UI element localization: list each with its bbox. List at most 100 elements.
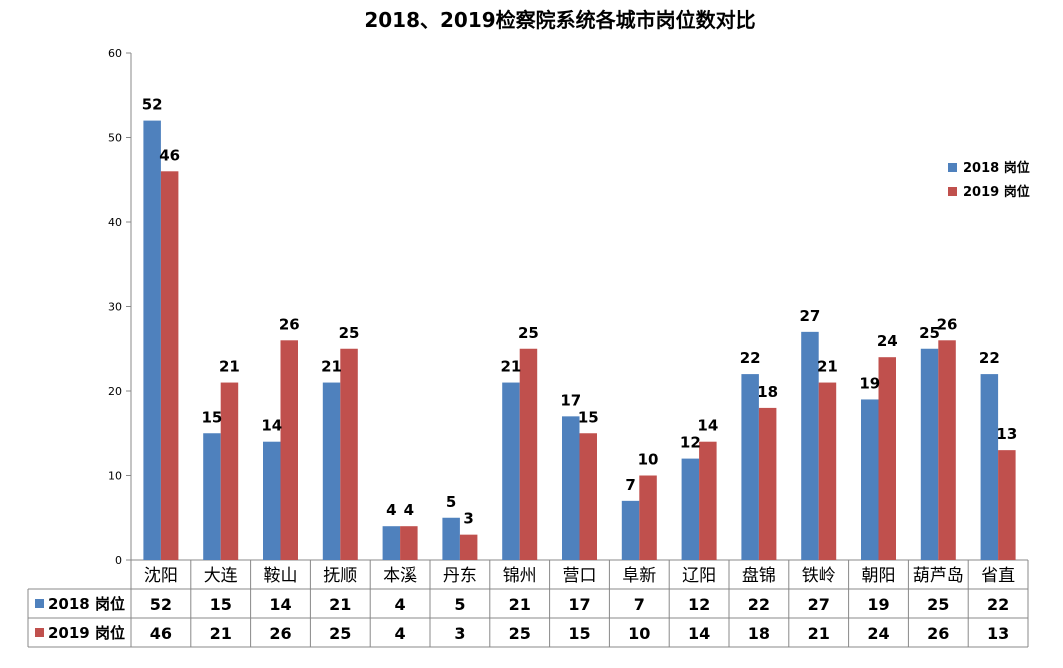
category-label: 锦州 — [503, 566, 537, 586]
table-cell: 15 — [210, 595, 232, 614]
data-label: 25 — [919, 324, 940, 342]
bar-2018-0 — [143, 120, 161, 560]
data-label: 19 — [859, 374, 880, 392]
legend: 2018 岗位 2019 岗位 — [948, 160, 1030, 200]
table-cell: 25 — [927, 595, 949, 614]
bar-2018-8 — [621, 500, 640, 560]
table-cell: 5 — [454, 595, 465, 614]
data-label: 52 — [142, 96, 163, 114]
data-label: 12 — [680, 434, 701, 452]
data-label: 22 — [979, 349, 1000, 367]
bar-2019-12 — [878, 357, 896, 560]
table-row-swatch — [35, 599, 44, 608]
bar-2018-4 — [382, 526, 401, 560]
bar-2018-10 — [741, 374, 759, 560]
bar-2018-6 — [502, 382, 520, 560]
bar-2018-14 — [980, 374, 999, 560]
category-label: 抚顺 — [323, 566, 357, 586]
data-label: 26 — [279, 315, 300, 333]
table-cell: 14 — [688, 624, 710, 643]
table-row-header: 2018 岗位 — [48, 595, 125, 613]
table-cell: 24 — [867, 624, 889, 643]
data-label: 27 — [800, 307, 821, 325]
chart-title: 2018、2019检察院系统各城市岗位数对比 — [364, 8, 755, 32]
bar-2018-13 — [920, 348, 939, 560]
bar-2019-5 — [459, 534, 478, 560]
table-cell: 25 — [509, 624, 531, 643]
y-tick-label: 50 — [108, 132, 122, 145]
category-label: 大连 — [204, 566, 238, 586]
table-cell: 21 — [329, 595, 351, 614]
data-label: 5 — [446, 493, 456, 511]
y-tick-label: 40 — [108, 216, 122, 229]
data-label: 15 — [202, 408, 223, 426]
y-tick-label: 10 — [108, 470, 122, 483]
bar-2018-2 — [263, 441, 281, 560]
legend-label: 2018 岗位 — [963, 160, 1030, 176]
table-cell: 25 — [329, 624, 351, 643]
table-cell: 27 — [808, 595, 830, 614]
table-cell: 3 — [454, 624, 465, 643]
table-cell: 22 — [987, 595, 1009, 614]
legend-swatch — [948, 163, 957, 172]
table-row-header: 2019 岗位 — [48, 624, 125, 642]
table-cell: 14 — [269, 595, 291, 614]
data-label: 14 — [261, 417, 282, 435]
category-label: 铁岭 — [802, 566, 836, 586]
data-label: 25 — [339, 324, 360, 342]
category-label: 朝阳 — [862, 566, 896, 586]
table-cell: 18 — [748, 624, 770, 643]
bars-group — [143, 120, 1016, 561]
legend-swatch — [948, 187, 957, 196]
bar-2018-7 — [562, 416, 580, 560]
table-cell: 10 — [628, 624, 650, 643]
bar-2019-1 — [220, 382, 239, 560]
bar-2018-12 — [861, 399, 879, 560]
table-cell: 21 — [509, 595, 531, 614]
data-label: 4 — [404, 501, 414, 519]
data-label: 18 — [757, 383, 778, 401]
y-tick-label: 0 — [115, 554, 122, 567]
data-label: 25 — [518, 324, 539, 342]
table-cell: 15 — [568, 624, 590, 643]
data-label: 7 — [625, 476, 635, 494]
bar-2019-7 — [579, 433, 597, 560]
bar-2018-3 — [322, 382, 341, 560]
data-label: 13 — [996, 425, 1017, 443]
table-cell: 4 — [395, 624, 406, 643]
category-label: 盘锦 — [742, 566, 776, 586]
y-tick-label: 30 — [108, 301, 122, 314]
bar-2019-9 — [699, 441, 717, 560]
bar-2019-6 — [519, 348, 538, 560]
table-cell: 17 — [568, 595, 590, 614]
category-label: 辽阳 — [682, 566, 716, 586]
category-label: 营口 — [563, 566, 597, 586]
bar-2018-11 — [801, 331, 819, 560]
table-cell: 26 — [927, 624, 949, 643]
legend-label: 2019 岗位 — [963, 184, 1030, 200]
table-cell: 21 — [808, 624, 830, 643]
bar-2018-5 — [442, 517, 460, 560]
data-label: 24 — [877, 332, 898, 350]
data-label: 21 — [321, 358, 342, 376]
bar-2019-3 — [340, 348, 358, 560]
data-label: 21 — [501, 358, 522, 376]
table-cell: 46 — [150, 624, 172, 643]
bar-2019-10 — [758, 407, 777, 560]
category-label: 丹东 — [443, 566, 477, 586]
table-cell: 22 — [748, 595, 770, 614]
table-row-swatch — [35, 628, 44, 637]
bar-2018-9 — [681, 458, 700, 560]
category-label: 阜新 — [622, 566, 656, 586]
data-label: 4 — [386, 501, 396, 519]
category-label: 葫芦岛 — [913, 566, 964, 586]
bar-2019-0 — [160, 171, 179, 561]
bar-2019-8 — [639, 475, 657, 560]
table-cell: 4 — [395, 595, 406, 614]
bar-2019-14 — [998, 450, 1016, 560]
table-cell: 26 — [269, 624, 291, 643]
data-label: 17 — [560, 391, 581, 409]
